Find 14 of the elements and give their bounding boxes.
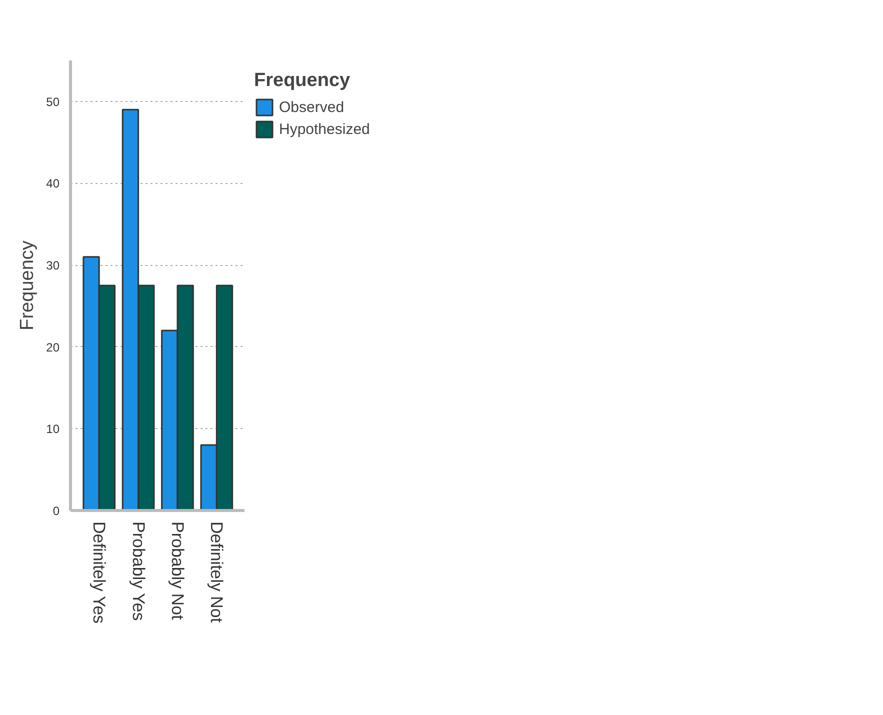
y-tick-label: 40 <box>46 176 60 191</box>
y-tick-label: 0 <box>52 504 60 518</box>
y-tick-label: 10 <box>46 422 60 436</box>
legend-title: Frequency <box>254 70 352 92</box>
y-tick-label: 30 <box>46 258 60 273</box>
x-tick-label: Probably Yes <box>128 522 148 621</box>
x-tick-label: Probably Not <box>168 522 187 620</box>
y-tick-label: 20 <box>46 340 60 354</box>
x-tick-label: Definitely Not <box>207 522 226 623</box>
y-axis-title: Frequency <box>17 240 38 330</box>
legend-label: Hypothesized <box>279 120 370 138</box>
y-tick-label: 50 <box>46 94 60 109</box>
x-tick-label: Definitely Yes <box>90 522 109 624</box>
legend-label: Observed <box>279 98 344 116</box>
